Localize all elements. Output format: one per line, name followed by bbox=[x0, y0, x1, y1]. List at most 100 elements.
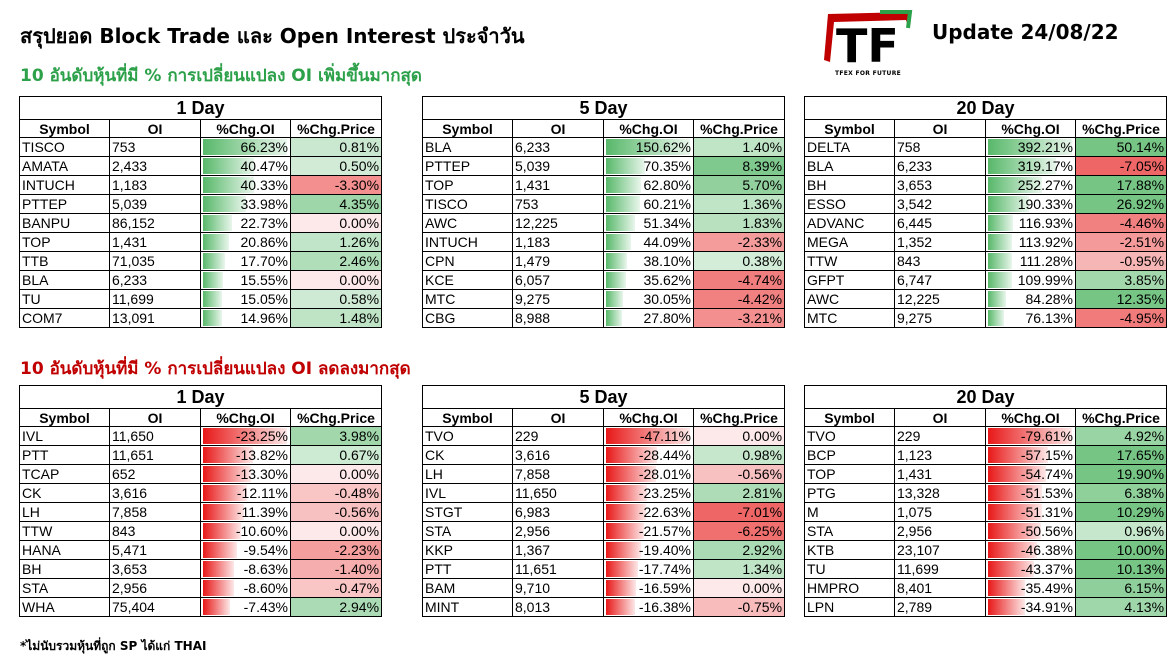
chg-oi-databar bbox=[988, 310, 1004, 326]
symbol-cell: CBG bbox=[422, 308, 513, 328]
chg-oi-databar bbox=[606, 272, 626, 288]
chg-price-value: -4.46% bbox=[1119, 215, 1165, 231]
table-row: MEGA 1,352 113.92% -2.51% bbox=[804, 232, 1168, 252]
chg-oi-databar bbox=[988, 428, 1072, 444]
chg-price-cell: 3.98% bbox=[289, 426, 383, 446]
column-header-chgoi: %Chg.OI bbox=[200, 119, 291, 138]
chg-price-cell: 6.15% bbox=[1074, 578, 1168, 598]
chg-oi-value: -8.63% bbox=[243, 561, 288, 577]
logo-tagline: TFEX FOR FUTURE bbox=[834, 70, 902, 77]
oi-table-increase-5-day: 5 Day Symbol OI %Chg.OI %Chg.Price BLA 6,233 15… bbox=[421, 96, 786, 328]
table-row: INTUCH 1,183 40.33% -3.30% bbox=[19, 175, 383, 195]
table-row: IVL 11,650 -23.25% 3.98% bbox=[19, 426, 383, 446]
oi-cell: 3,616 bbox=[512, 445, 604, 465]
chg-oi-databar bbox=[606, 291, 623, 307]
column-header-chgprice: %Chg.Price bbox=[692, 119, 786, 138]
symbol-cell: AMATA bbox=[19, 156, 110, 176]
table-period-header: 20 Day bbox=[803, 385, 1168, 409]
chg-price-cell: 0.67% bbox=[289, 445, 383, 465]
table-row: GFPT 6,747 109.99% 3.85% bbox=[804, 270, 1168, 290]
chg-oi-value: 14.96% bbox=[240, 310, 288, 326]
chg-oi-value: 17.70% bbox=[240, 253, 288, 269]
oi-cell: 11,650 bbox=[109, 426, 201, 446]
chg-oi-cell: 35.62% bbox=[603, 270, 694, 290]
chg-oi-cell: -16.38% bbox=[603, 597, 694, 617]
chg-oi-databar bbox=[988, 447, 1048, 463]
chg-price-value: 0.38% bbox=[742, 253, 783, 269]
chg-oi-cell: 116.93% bbox=[985, 213, 1076, 233]
symbol-cell: PTG bbox=[804, 483, 895, 503]
chg-price-cell: -2.23% bbox=[289, 540, 383, 560]
chg-oi-value: 150.62% bbox=[635, 139, 691, 155]
table-row: TVO 229 -79.61% 4.92% bbox=[804, 426, 1168, 446]
report-title: สรุปยอด Block Trade และ Open Interest ปร… bbox=[20, 24, 525, 48]
table-row: BH 3,653 -8.63% -1.40% bbox=[19, 559, 383, 579]
symbol-cell: LPN bbox=[804, 597, 895, 617]
chg-oi-databar bbox=[203, 542, 237, 558]
oi-cell: 229 bbox=[512, 426, 604, 446]
oi-cell: 86,152 bbox=[109, 213, 201, 233]
chg-oi-value: 84.28% bbox=[1025, 291, 1073, 307]
oi-cell: 11,699 bbox=[109, 289, 201, 309]
table-row: HMPRO 8,401 -35.49% 6.15% bbox=[804, 578, 1168, 598]
chg-price-cell: 12.35% bbox=[1074, 289, 1168, 309]
table-row: CK 3,616 -12.11% -0.48% bbox=[19, 483, 383, 503]
oi-cell: 5,039 bbox=[109, 194, 201, 214]
chg-price-cell: 0.00% bbox=[289, 270, 383, 290]
oi-cell: 9,275 bbox=[894, 308, 986, 328]
symbol-cell: BLA bbox=[422, 137, 513, 157]
chg-price-value: 2.81% bbox=[742, 485, 783, 501]
chg-oi-cell: 33.98% bbox=[200, 194, 291, 214]
table-period-header: 1 Day bbox=[18, 385, 383, 409]
chg-oi-cell: -34.91% bbox=[985, 597, 1076, 617]
update-date: Update 24/08/22 bbox=[932, 20, 1119, 44]
oi-cell: 2,956 bbox=[894, 521, 986, 541]
symbol-cell: TU bbox=[804, 559, 895, 579]
chg-oi-databar bbox=[203, 466, 251, 482]
symbol-cell: LH bbox=[422, 464, 513, 484]
table-row: STA 2,956 -50.56% 0.96% bbox=[804, 521, 1168, 541]
chg-price-cell: 19.90% bbox=[1074, 464, 1168, 484]
chg-price-cell: 17.88% bbox=[1074, 175, 1168, 195]
oi-cell: 1,352 bbox=[894, 232, 986, 252]
chg-price-cell: -2.33% bbox=[692, 232, 786, 252]
table-row: BAM 9,710 -16.59% 0.00% bbox=[422, 578, 786, 598]
table-row: TISCO 753 60.21% 1.36% bbox=[422, 194, 786, 214]
chg-oi-value: -50.56% bbox=[1020, 523, 1073, 539]
chg-price-value: 0.81% bbox=[339, 139, 380, 155]
column-header-symbol: Symbol bbox=[19, 119, 110, 138]
chg-price-value: 6.15% bbox=[1124, 580, 1165, 596]
table-row: MTC 9,275 76.13% -4.95% bbox=[804, 308, 1168, 328]
chg-price-cell: 5.70% bbox=[692, 175, 786, 195]
chg-price-value: 10.29% bbox=[1116, 504, 1165, 520]
chg-price-cell: 2.81% bbox=[692, 483, 786, 503]
chg-oi-databar bbox=[203, 485, 247, 501]
chg-oi-value: -21.57% bbox=[638, 523, 691, 539]
chg-oi-value: -23.25% bbox=[235, 428, 288, 444]
chg-price-cell: 0.96% bbox=[1074, 521, 1168, 541]
column-header-chgprice: %Chg.Price bbox=[1074, 408, 1168, 427]
chg-oi-databar bbox=[203, 428, 287, 444]
chg-oi-cell: 51.34% bbox=[603, 213, 694, 233]
oi-cell: 1,367 bbox=[512, 540, 604, 560]
chg-oi-value: -22.63% bbox=[638, 504, 691, 520]
table-row: LPN 2,789 -34.91% 4.13% bbox=[804, 597, 1168, 617]
table-row: ADVANC 6,445 116.93% -4.46% bbox=[804, 213, 1168, 233]
column-header-chgoi: %Chg.OI bbox=[985, 119, 1076, 138]
oi-cell: 7,858 bbox=[512, 464, 604, 484]
chg-price-value: -0.95% bbox=[1119, 253, 1165, 269]
chg-oi-cell: 27.80% bbox=[603, 308, 694, 328]
chg-oi-value: -17.74% bbox=[638, 561, 691, 577]
table-row: PTG 13,328 -51.53% 6.38% bbox=[804, 483, 1168, 503]
symbol-cell: STA bbox=[19, 578, 110, 598]
table-row: CK 3,616 -28.44% 0.98% bbox=[422, 445, 786, 465]
svg-text:TF: TF bbox=[836, 19, 899, 70]
symbol-cell: PTTEP bbox=[422, 156, 513, 176]
oi-table-decrease-5-day: 5 Day Symbol OI %Chg.OI %Chg.Price TVO 229 -47.… bbox=[421, 385, 786, 617]
oi-cell: 2,433 bbox=[109, 156, 201, 176]
chg-price-cell: 0.00% bbox=[289, 521, 383, 541]
chg-price-value: 12.35% bbox=[1116, 291, 1165, 307]
chg-price-cell: -0.56% bbox=[289, 502, 383, 522]
oi-cell: 13,091 bbox=[109, 308, 201, 328]
chg-price-value: -0.56% bbox=[334, 504, 380, 520]
